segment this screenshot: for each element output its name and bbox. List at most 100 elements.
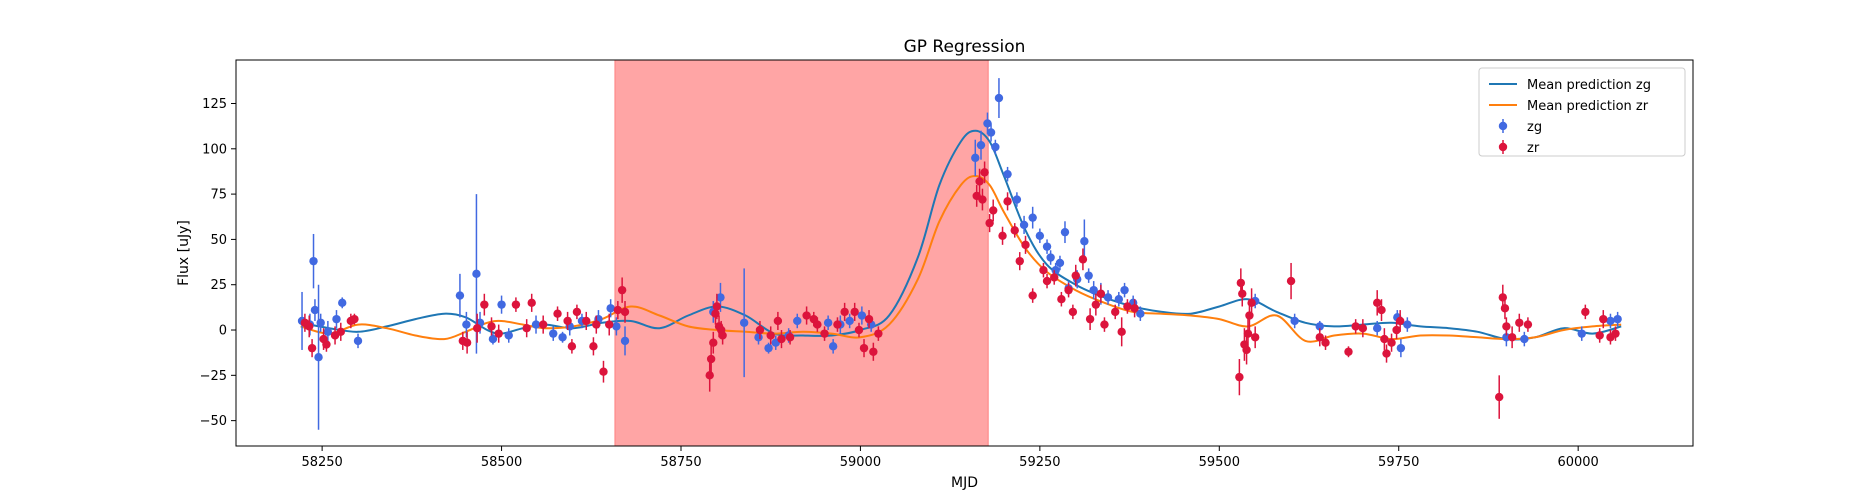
point-zr bbox=[1247, 298, 1256, 308]
point-zg bbox=[620, 336, 630, 346]
point-zr bbox=[833, 320, 842, 329]
point-zg bbox=[983, 119, 992, 128]
point-zr bbox=[1091, 300, 1101, 309]
y-tick-label: 0 bbox=[219, 324, 227, 339]
data-points bbox=[297, 78, 1622, 430]
point-zr bbox=[1286, 276, 1296, 286]
point-zg bbox=[828, 342, 838, 351]
point-zr bbox=[989, 206, 998, 215]
highlight-region bbox=[614, 59, 989, 447]
point-zg bbox=[1042, 242, 1052, 251]
point-zg bbox=[309, 256, 318, 266]
point-zr bbox=[305, 322, 314, 331]
point-zr bbox=[1096, 289, 1106, 298]
point-zr bbox=[1039, 266, 1048, 275]
point-zr bbox=[1500, 304, 1510, 313]
point-zr bbox=[1078, 255, 1088, 264]
legend-label-zr: zr bbox=[1527, 141, 1540, 156]
point-zg bbox=[1120, 285, 1129, 295]
point-zr bbox=[1111, 307, 1120, 317]
point-zg bbox=[1051, 266, 1060, 275]
chart-title: GP Regression bbox=[904, 37, 1026, 57]
point-zg bbox=[1520, 334, 1529, 344]
y-tick-label: 125 bbox=[202, 97, 227, 112]
point-zg bbox=[1577, 329, 1586, 338]
point-zg bbox=[1403, 320, 1412, 329]
point-zg bbox=[857, 311, 867, 320]
point-zg bbox=[472, 269, 481, 279]
point-zr bbox=[705, 371, 714, 380]
point-zg bbox=[823, 318, 833, 327]
point-zr bbox=[1117, 327, 1126, 337]
point-zg bbox=[531, 320, 541, 329]
y-tick-label: 25 bbox=[210, 278, 227, 293]
point-zr bbox=[472, 324, 482, 333]
point-zg bbox=[314, 353, 323, 362]
point-zr bbox=[1064, 285, 1073, 295]
point-zr bbox=[494, 329, 503, 338]
x-tick-label: 59000 bbox=[840, 455, 881, 470]
point-zr bbox=[1236, 278, 1246, 288]
point-zr bbox=[613, 305, 623, 315]
point-zr bbox=[1021, 240, 1030, 250]
point-zr bbox=[978, 195, 987, 204]
point-zr bbox=[567, 342, 577, 351]
point-zr bbox=[1523, 320, 1533, 329]
point-zg bbox=[549, 329, 558, 338]
x-tick-label: 60000 bbox=[1557, 455, 1598, 470]
point-zr bbox=[1599, 314, 1608, 324]
point-zr bbox=[538, 320, 548, 329]
point-zr bbox=[850, 307, 859, 317]
point-zr bbox=[1003, 197, 1012, 206]
legend-label-zg: zg bbox=[1527, 120, 1542, 135]
point-zr bbox=[975, 177, 984, 186]
point-zg bbox=[497, 300, 506, 309]
point-zr bbox=[1382, 349, 1391, 358]
point-zg bbox=[488, 334, 498, 344]
point-zg bbox=[986, 128, 996, 137]
point-zg bbox=[1613, 314, 1622, 324]
point-zr bbox=[1498, 293, 1508, 302]
point-zr bbox=[869, 347, 878, 356]
point-zg bbox=[1080, 237, 1089, 246]
point-zr bbox=[1502, 322, 1511, 331]
point-zr bbox=[1611, 329, 1620, 338]
point-zr bbox=[712, 302, 722, 311]
x-axis-label: MJD bbox=[951, 475, 978, 491]
point-zr bbox=[773, 316, 783, 326]
y-tick-label: 50 bbox=[210, 233, 227, 248]
point-zg bbox=[1028, 213, 1037, 222]
point-zr bbox=[1372, 298, 1382, 308]
point-zr bbox=[307, 343, 317, 353]
point-zr bbox=[599, 367, 608, 376]
point-zg bbox=[504, 331, 513, 340]
x-tick-label: 59250 bbox=[1019, 455, 1060, 470]
point-zg bbox=[1046, 253, 1055, 262]
point-zg bbox=[1114, 295, 1124, 304]
point-zr bbox=[1377, 305, 1386, 315]
point-zg bbox=[754, 333, 763, 342]
point-zr bbox=[462, 338, 472, 347]
point-zr bbox=[820, 329, 829, 338]
point-zr bbox=[1235, 372, 1244, 382]
point-zg bbox=[1060, 227, 1070, 237]
point-zr bbox=[572, 307, 582, 317]
x-tick-label: 59500 bbox=[1199, 455, 1240, 470]
point-zg bbox=[793, 316, 802, 326]
point-zr bbox=[522, 324, 531, 333]
point-zr bbox=[1395, 316, 1405, 326]
point-zg bbox=[764, 343, 773, 353]
point-zg bbox=[455, 291, 465, 300]
point-zr bbox=[553, 309, 562, 318]
point-zg bbox=[612, 322, 621, 331]
y-tick-label: 100 bbox=[202, 142, 227, 157]
point-zr bbox=[605, 320, 614, 329]
point-zr bbox=[874, 329, 883, 338]
point-zr bbox=[1344, 347, 1353, 356]
point-zr bbox=[1042, 276, 1052, 286]
legend-label-mean-zg: Mean prediction zg bbox=[1527, 78, 1651, 93]
point-zr bbox=[802, 311, 811, 320]
point-zg bbox=[1606, 316, 1615, 326]
point-zr bbox=[1238, 289, 1247, 298]
point-zg bbox=[1035, 231, 1045, 240]
